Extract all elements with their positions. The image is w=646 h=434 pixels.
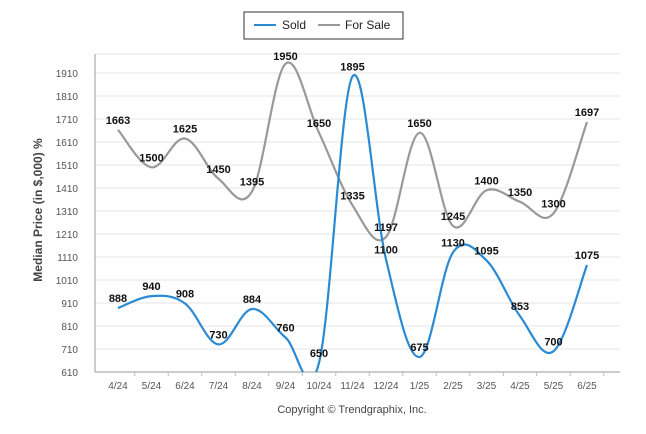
y-tick-label: 1210 — [56, 230, 79, 241]
x-tick-label: 6/24 — [175, 381, 195, 392]
series-line-sold — [117, 73, 589, 372]
data-label-sold: 1130 — [441, 237, 465, 249]
series-line-for-sale — [117, 61, 589, 242]
x-tick-label: 7/24 — [209, 381, 229, 392]
legend-label-for-sale: For Sale — [345, 18, 391, 32]
copyright-footer: Copyright © Trendgraphix, Inc. — [277, 404, 426, 416]
x-tick-label: 4/24 — [108, 381, 128, 392]
data-label-sold: 760 — [276, 323, 294, 335]
axes: 610 710 810 910 1010 1110 1210 1310 1410 1510 1610… — [56, 54, 620, 392]
data-label-for-sale: 1350 — [508, 187, 532, 199]
y-tick-label: 610 — [61, 368, 78, 379]
data-label-for-sale: 1950 — [273, 51, 297, 63]
data-label-sold: 908 — [176, 288, 194, 300]
x-tick-label: 9/24 — [276, 381, 296, 392]
x-tick-label: 3/25 — [477, 381, 497, 392]
data-label-sold: 940 — [142, 281, 160, 293]
x-tick-label: 6/25 — [577, 381, 597, 392]
data-label-for-sale: 1300 — [541, 198, 565, 210]
data-label-for-sale: 1400 — [474, 175, 498, 187]
y-tick-label: 1310 — [56, 207, 79, 218]
data-label-for-sale: 1625 — [173, 124, 197, 136]
y-tick-label: 1910 — [56, 69, 79, 80]
x-tick-label: 4/25 — [510, 381, 530, 392]
y-tick-label: 1610 — [56, 138, 79, 149]
data-label-sold: 888 — [109, 293, 127, 305]
data-label-sold: 650 — [310, 348, 328, 360]
y-tick-label: 1810 — [56, 92, 79, 103]
data-label-for-sale: 1245 — [441, 211, 465, 223]
data-label-for-sale: 1697 — [575, 107, 599, 119]
y-tick-label: 1010 — [56, 276, 79, 287]
data-labels: 1663 1500 1625 1450 1395 1950 1650 1335 1197 1650… — [106, 51, 599, 360]
data-label-sold: 1075 — [575, 250, 599, 262]
data-label-sold: 1895 — [340, 61, 364, 73]
data-label-sold: 700 — [544, 336, 562, 348]
data-label-sold: 675 — [410, 342, 428, 354]
gridlines — [95, 53, 620, 373]
y-tick-label: 810 — [61, 322, 78, 333]
data-label-for-sale: 1663 — [106, 115, 130, 127]
y-tick-label: 710 — [61, 345, 78, 356]
x-tick-label: 5/25 — [544, 381, 564, 392]
data-label-sold: 1095 — [474, 245, 498, 257]
data-label-for-sale: 1197 — [374, 222, 398, 234]
x-tick-label: 11/24 — [340, 381, 365, 392]
data-label-sold: 853 — [511, 301, 529, 313]
x-tick-label: 8/24 — [242, 381, 262, 392]
data-label-for-sale: 1395 — [240, 176, 264, 188]
y-tick-label: 1510 — [56, 161, 79, 172]
y-tick-label: 1110 — [57, 253, 78, 264]
x-tick-label: 12/24 — [373, 381, 398, 392]
data-label-for-sale: 1650 — [307, 118, 331, 130]
legend: Sold For Sale — [243, 11, 404, 40]
legend-label-sold: Sold — [282, 18, 306, 32]
data-label-for-sale: 1650 — [407, 118, 431, 130]
y-tick-label: 1710 — [56, 115, 79, 126]
data-label-sold: 884 — [243, 294, 262, 306]
data-label-for-sale: 1335 — [340, 190, 364, 202]
x-tick-label: 1/25 — [410, 381, 430, 392]
x-tick-label: 10/24 — [306, 381, 331, 392]
data-label-sold: 730 — [209, 329, 227, 341]
series-lines — [117, 61, 589, 372]
data-label-for-sale: 1450 — [206, 164, 230, 176]
x-tick-label: 5/24 — [142, 381, 162, 392]
x-tick-label: 2/25 — [443, 381, 463, 392]
y-axis-title: Median Price (in $,000) % — [31, 138, 45, 282]
data-label-sold: 1100 — [374, 244, 398, 256]
data-label-for-sale: 1500 — [139, 152, 163, 164]
y-tick-label: 910 — [61, 299, 78, 310]
y-tick-label: 1410 — [56, 184, 79, 195]
